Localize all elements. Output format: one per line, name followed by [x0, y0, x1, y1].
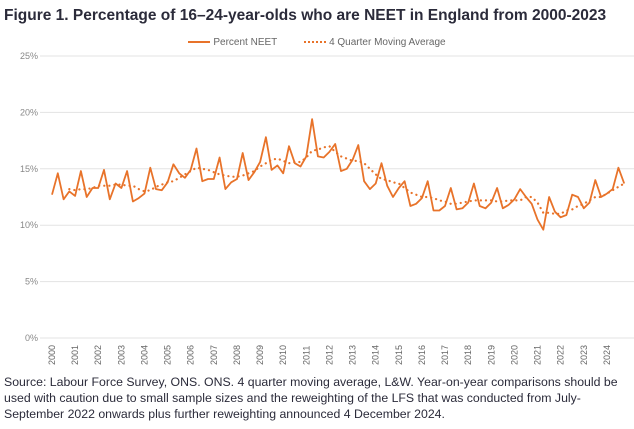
y-tick-label: 25%	[20, 51, 38, 61]
y-tick-label: 5%	[25, 277, 38, 287]
x-tick-label: 2003	[116, 345, 126, 365]
x-tick-label: 2007	[209, 345, 219, 365]
x-tick-label: 2013	[348, 345, 358, 365]
x-tick-label: 2020	[509, 345, 519, 365]
x-tick-label: 2023	[579, 345, 589, 365]
legend-label: 4 Quarter Moving Average	[329, 36, 446, 48]
x-tick-label: 2005	[163, 345, 173, 365]
x-tick-label: 2008	[232, 345, 242, 365]
x-tick-label: 2010	[278, 345, 288, 365]
x-tick-label: 2017	[440, 345, 450, 365]
x-tick-label: 2022	[556, 345, 566, 365]
x-tick-label: 2014	[371, 345, 381, 365]
y-tick-label: 0%	[25, 333, 38, 343]
y-tick-label: 10%	[20, 220, 38, 230]
x-tick-label: 2019	[486, 345, 496, 365]
x-tick-label: 2001	[70, 345, 80, 365]
x-tick-label: 2011	[301, 346, 311, 365]
x-tick-label: 2012	[324, 345, 334, 365]
x-tick-label: 2006	[186, 345, 196, 365]
x-tick-label: 2016	[417, 345, 427, 365]
legend-item-percent-neet: Percent NEET	[188, 37, 277, 48]
x-tick-label: 2004	[139, 345, 149, 365]
source-note: Source: Labour Force Survey, ONS. ONS. 4…	[4, 375, 618, 421]
legend-swatch-dotted	[304, 41, 327, 43]
series-line-moving-average	[68, 145, 626, 215]
y-tick-label: 15%	[20, 164, 38, 174]
x-tick-label: 2024	[602, 345, 612, 365]
x-tick-label: 2009	[255, 345, 265, 365]
legend-label: Percent NEET	[213, 36, 278, 48]
x-tick-label: 2015	[394, 345, 404, 365]
x-tick-label: 2000	[47, 345, 57, 365]
series-line-percent-neet	[51, 118, 626, 231]
legend-swatch-solid	[188, 41, 211, 43]
x-tick-label: 2002	[93, 345, 103, 365]
chart-title: Figure 1. Percentage of 16–24-year-olds …	[4, 7, 607, 24]
legend: Percent NEET 4 Quarter Moving Average	[0, 35, 634, 48]
x-tick-label: 2021	[533, 345, 543, 365]
legend-item-moving-average: 4 Quarter Moving Average	[304, 37, 446, 48]
x-tick-label: 2018	[463, 345, 473, 365]
y-tick-label: 20%	[20, 107, 38, 117]
